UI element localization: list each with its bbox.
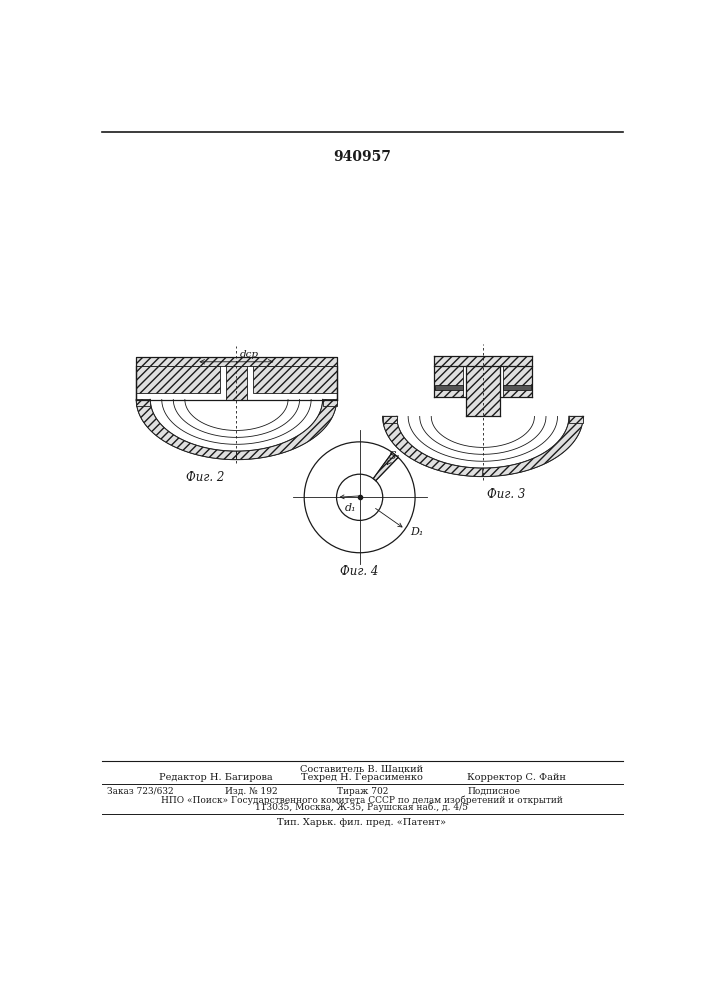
- Text: Составитель В. Шацкий: Составитель В. Шацкий: [300, 765, 423, 774]
- Polygon shape: [136, 357, 337, 366]
- Text: Редактор Н. Багирова: Редактор Н. Багирова: [160, 773, 273, 782]
- Polygon shape: [503, 385, 530, 389]
- Text: Подписное: Подписное: [467, 787, 520, 796]
- Polygon shape: [136, 400, 236, 460]
- Polygon shape: [136, 400, 150, 406]
- Text: Тип. Харьк. фил. пред. «Патент»: Тип. Харьк. фил. пред. «Патент»: [277, 818, 446, 827]
- Polygon shape: [435, 385, 463, 389]
- Polygon shape: [503, 366, 532, 397]
- Polygon shape: [226, 366, 247, 400]
- Polygon shape: [382, 416, 483, 477]
- Polygon shape: [373, 452, 398, 481]
- Polygon shape: [322, 400, 337, 406]
- Text: Изд. № 192: Изд. № 192: [225, 787, 278, 796]
- Polygon shape: [433, 356, 532, 366]
- Text: dср: dср: [240, 350, 259, 359]
- Polygon shape: [253, 366, 337, 393]
- Bar: [136, 357, 337, 400]
- Text: Фиг. 3: Фиг. 3: [486, 488, 525, 501]
- Text: Корректор С. Файн: Корректор С. Файн: [467, 773, 566, 782]
- Text: Заказ 723/632: Заказ 723/632: [107, 787, 174, 796]
- Text: Фиг. 2: Фиг. 2: [187, 471, 225, 484]
- Text: 940957: 940957: [333, 150, 391, 164]
- Text: НПО «Поиск» Государственного комитета СССР по делам изобретений и открытий: НПО «Поиск» Государственного комитета СС…: [161, 795, 563, 805]
- Polygon shape: [433, 366, 463, 397]
- Polygon shape: [236, 400, 337, 460]
- Polygon shape: [466, 366, 500, 416]
- Text: Техред Н. Герасименко: Техред Н. Герасименко: [301, 773, 423, 782]
- Text: S₁: S₁: [389, 451, 402, 461]
- Text: 113035, Москва, Ж-35, Раушская наб., д. 4/5: 113035, Москва, Ж-35, Раушская наб., д. …: [255, 803, 469, 812]
- Polygon shape: [136, 366, 219, 393]
- Text: D₁: D₁: [409, 527, 423, 537]
- Text: Фиг. 4: Фиг. 4: [341, 565, 379, 578]
- Polygon shape: [483, 416, 583, 477]
- Text: d₁: d₁: [344, 503, 356, 513]
- Polygon shape: [382, 416, 397, 423]
- Polygon shape: [569, 416, 583, 423]
- Text: Тираж 702: Тираж 702: [337, 787, 388, 796]
